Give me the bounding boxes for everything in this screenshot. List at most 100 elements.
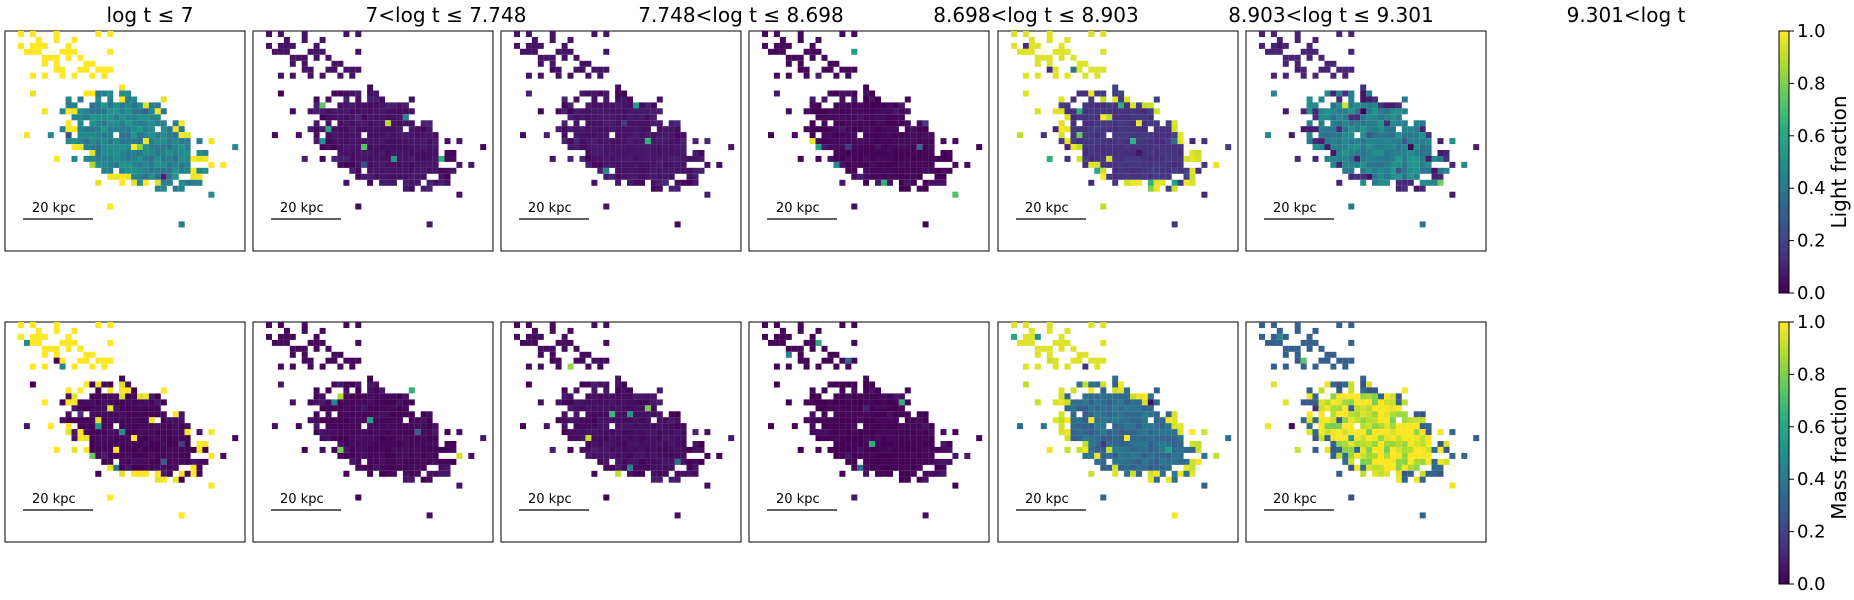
heatmap-cell bbox=[1366, 435, 1373, 442]
heatmap-cell bbox=[615, 387, 622, 394]
heatmap-cell bbox=[1177, 441, 1184, 447]
heatmap-cell bbox=[1270, 90, 1277, 97]
heatmap-cell bbox=[373, 429, 380, 436]
scale-bar-label: 20 kpc bbox=[776, 201, 820, 216]
heatmap-cell bbox=[573, 357, 580, 364]
heatmap-cell bbox=[113, 452, 120, 459]
heatmap-cell bbox=[444, 446, 451, 453]
heatmap-cell bbox=[1130, 399, 1136, 406]
heatmap-cell bbox=[686, 173, 693, 180]
heatmap-cell bbox=[325, 138, 332, 145]
heatmap-cell bbox=[692, 179, 699, 186]
heatmap-cell bbox=[29, 31, 36, 37]
heatmap-cell bbox=[125, 108, 132, 115]
heatmap-panel: 20 kpc bbox=[997, 321, 1239, 543]
heatmap-cell bbox=[898, 464, 905, 471]
heatmap-cell bbox=[904, 429, 911, 436]
heatmap-cell bbox=[1413, 411, 1420, 418]
heatmap-cell bbox=[656, 150, 663, 156]
heatmap-cell bbox=[1425, 155, 1432, 162]
heatmap-cell bbox=[603, 120, 610, 127]
heatmap-cell bbox=[692, 446, 699, 453]
heatmap-cell bbox=[113, 429, 120, 436]
heatmap-cell bbox=[779, 37, 786, 43]
heatmap-cell bbox=[154, 167, 161, 174]
heatmap-cell bbox=[373, 423, 380, 430]
heatmap-cell bbox=[863, 458, 870, 465]
heatmap-cell bbox=[1336, 161, 1343, 168]
heatmap-cell bbox=[839, 138, 846, 145]
heatmap-cell bbox=[1177, 423, 1184, 430]
heatmap-cell bbox=[845, 167, 852, 174]
heatmap-cell bbox=[1336, 90, 1343, 97]
heatmap-cell bbox=[916, 138, 923, 145]
heatmap-cell bbox=[101, 405, 108, 412]
heatmap-cell bbox=[621, 399, 628, 406]
heatmap-cell bbox=[1136, 138, 1142, 145]
heatmap-cell bbox=[597, 72, 604, 79]
heatmap-cell bbox=[821, 387, 828, 394]
heatmap-cell bbox=[1147, 167, 1154, 174]
heatmap-cell bbox=[137, 167, 143, 174]
heatmap-cell bbox=[881, 441, 887, 447]
heatmap-cell bbox=[1384, 417, 1390, 424]
heatmap-cell bbox=[573, 417, 580, 424]
heatmap-cell bbox=[898, 405, 905, 412]
heatmap-cell bbox=[585, 102, 592, 109]
heatmap-cell bbox=[1366, 102, 1373, 109]
heatmap-cell bbox=[1348, 96, 1355, 103]
heatmap-cell bbox=[178, 423, 185, 430]
heatmap-cell bbox=[1118, 132, 1125, 139]
heatmap-cell bbox=[1136, 393, 1142, 400]
heatmap-cell bbox=[349, 399, 356, 406]
heatmap-cell bbox=[65, 138, 72, 145]
heatmap-cell bbox=[101, 102, 108, 109]
heatmap-cell bbox=[833, 363, 840, 370]
heatmap-cell bbox=[1437, 179, 1444, 186]
heatmap-cell bbox=[1159, 446, 1166, 453]
heatmap-cell bbox=[95, 470, 102, 477]
heatmap-cell bbox=[815, 114, 822, 121]
heatmap-cell bbox=[414, 144, 421, 151]
heatmap-cell bbox=[609, 120, 616, 127]
heatmap-cell bbox=[101, 155, 108, 162]
heatmap-cell bbox=[1070, 387, 1077, 394]
heatmap-cell bbox=[869, 429, 876, 436]
heatmap-cell bbox=[1413, 429, 1420, 436]
heatmap-cell bbox=[390, 108, 397, 115]
heatmap-cell bbox=[603, 458, 610, 465]
heatmap-cell bbox=[1112, 126, 1119, 133]
heatmap-cell bbox=[1058, 138, 1065, 145]
heatmap-cell bbox=[904, 470, 911, 477]
heatmap-cell bbox=[1034, 60, 1041, 67]
heatmap-cell bbox=[1336, 435, 1343, 442]
heatmap-cell bbox=[881, 405, 887, 412]
heatmap-cell bbox=[1177, 179, 1184, 186]
heatmap-cell bbox=[857, 173, 864, 180]
heatmap-cell bbox=[1372, 161, 1378, 168]
heatmap-cell bbox=[266, 333, 272, 340]
heatmap-cell bbox=[674, 411, 681, 418]
heatmap-cell bbox=[668, 435, 675, 442]
heatmap-cell bbox=[537, 42, 544, 49]
heatmap-cell bbox=[1425, 167, 1432, 174]
heatmap-cell bbox=[1336, 126, 1343, 133]
heatmap-cell bbox=[420, 144, 427, 151]
heatmap-cell bbox=[869, 161, 876, 168]
heatmap-cell bbox=[154, 446, 161, 453]
heatmap-cell bbox=[1136, 470, 1142, 477]
heatmap-cell bbox=[809, 429, 816, 436]
heatmap-cell bbox=[633, 144, 639, 151]
heatmap-cell bbox=[1312, 72, 1319, 79]
colorbar-tick-label: 0.8 bbox=[1797, 73, 1826, 94]
heatmap-cell bbox=[537, 54, 544, 61]
heatmap-cell bbox=[166, 464, 173, 471]
heatmap-cell bbox=[773, 322, 780, 328]
heatmap-cell bbox=[402, 138, 409, 145]
heatmap-cell bbox=[408, 167, 415, 174]
scale-bar-label: 20 kpc bbox=[776, 492, 820, 507]
heatmap-cell bbox=[172, 423, 179, 430]
heatmap-cell bbox=[674, 446, 681, 453]
heatmap-cell bbox=[396, 150, 403, 156]
heatmap-cell bbox=[107, 102, 114, 109]
